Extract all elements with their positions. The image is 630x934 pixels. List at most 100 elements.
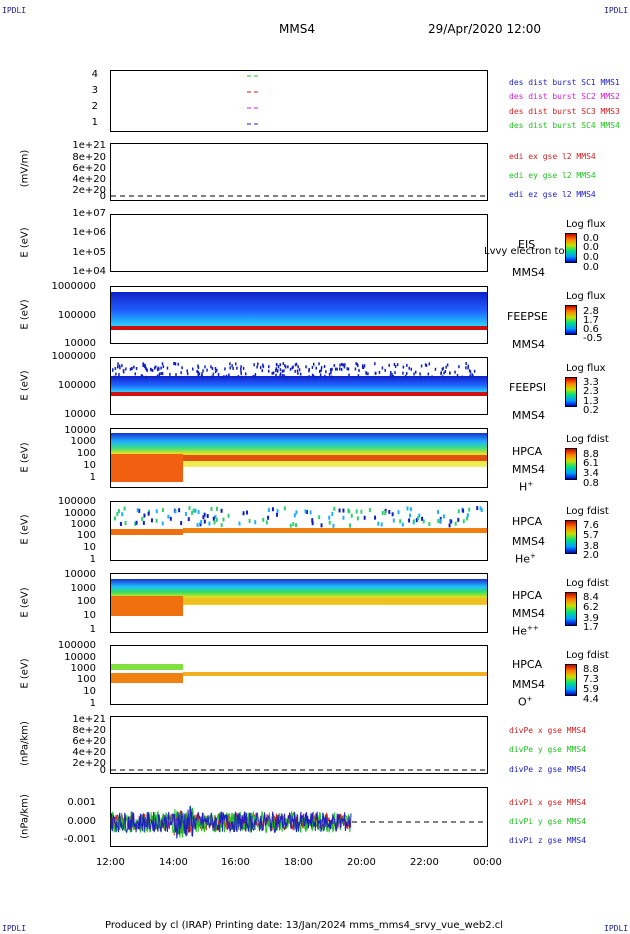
feepsi-mark (340, 368, 343, 372)
feepsi-mark (129, 367, 132, 371)
y-tick: 100 (76, 448, 96, 459)
feepsi-mark (119, 366, 121, 370)
hpca-he-mark (309, 510, 312, 515)
colorbar (565, 305, 577, 335)
hpca-he-mark (262, 517, 265, 522)
feepsi-mark (419, 372, 421, 376)
page-title: MMS4 (279, 22, 315, 36)
hpca-he-mark (350, 513, 353, 518)
feepsi-mark (268, 365, 270, 369)
feepsi-mark (471, 373, 473, 377)
feepsi-mark (201, 375, 203, 379)
hpca-he-mark (214, 514, 217, 519)
legend-item: divPe y gse MMS4 (509, 745, 587, 754)
hpca-he-mark (356, 516, 359, 521)
hpca-he-mark (295, 510, 298, 515)
feepsi-mark (117, 365, 119, 369)
hpca-he-mark (384, 510, 387, 515)
feepsi-mark (427, 372, 430, 376)
y-tick: 100000 (57, 496, 96, 507)
feepsi-mark (420, 375, 422, 379)
feepsi-mark (312, 374, 315, 378)
feepsi-mark (201, 372, 203, 376)
y-tick: 0.001 (67, 797, 96, 808)
feepsi-mark (440, 371, 442, 375)
colorbar-title: Log flux (566, 363, 606, 374)
corner-label-bottom-right: IPDLI (604, 924, 629, 933)
feepsi-mark (308, 369, 310, 373)
instrument-label: HPCA (512, 515, 543, 528)
feepsi-mark (336, 367, 338, 371)
feepsi-mark (282, 362, 285, 366)
y-tick: 0 (99, 765, 106, 776)
feepsi-mark (357, 364, 359, 368)
hpca-he-mark (199, 522, 202, 527)
colorbar-value: 0.6 (583, 324, 599, 335)
colorbar-value: 2.0 (583, 550, 599, 561)
feepsi-mark (236, 366, 238, 370)
feepsi-mark (384, 368, 386, 372)
feepsi-mark (197, 373, 199, 377)
colorbar-value: 1.7 (583, 622, 599, 633)
hpca-he-mark (331, 511, 334, 516)
y-tick: 100 (76, 674, 96, 685)
y-tick: 2 (91, 101, 98, 112)
feepsi-mark (311, 373, 314, 377)
feepsi-mark (365, 371, 368, 375)
y-tick: 4 (91, 69, 98, 80)
hpca-hepp-early-region (111, 596, 183, 616)
feepsi-mark (197, 366, 200, 370)
hpca-he-mark (178, 508, 181, 513)
y-tick: 100000 (57, 380, 96, 391)
feepsi-mark (166, 366, 169, 370)
feepsi-mark (262, 363, 264, 367)
feepsi-mark (267, 369, 270, 373)
feepsi-mark (469, 370, 472, 374)
hpca-he-mark (457, 509, 460, 514)
feepsi-mark (334, 367, 337, 371)
hpca-he-mark (450, 519, 453, 524)
y-tick: 0 (99, 191, 106, 202)
y-tick: 1000 (70, 436, 96, 447)
hpca-he-mark (283, 506, 286, 511)
feepsi-mark (472, 374, 474, 378)
feepsi-mark (117, 362, 119, 366)
feepsi-mark (212, 372, 215, 376)
feepsi-mark (142, 364, 144, 368)
feepsi-mark (363, 364, 366, 368)
hpca-he-mark (267, 508, 270, 513)
hpca-he-mark (271, 507, 274, 512)
colorbar-value: 0.0 (583, 233, 599, 244)
hpca-he-mark (202, 515, 205, 520)
hpca-he-mark (384, 508, 387, 513)
y-tick: 100000 (57, 640, 96, 651)
hpca-he-mark (363, 515, 366, 520)
hpca-he-mark (167, 514, 170, 519)
colorbar-value: 1.3 (583, 396, 599, 407)
feepsi-mark (449, 371, 451, 375)
hpca-he-mark (212, 516, 215, 521)
hpca-h-band (183, 455, 487, 461)
feepsi-mark (231, 364, 233, 368)
colorbar-value: 3.4 (583, 468, 599, 479)
y-tick: 10000 (64, 425, 96, 436)
hpca-he-mark (397, 510, 400, 515)
feepsi-mark (275, 373, 277, 377)
instrument-label: FEEPSE (507, 310, 548, 323)
feepsi-mark (330, 368, 333, 372)
feepsi-mark (319, 373, 322, 377)
feepsi-mark (378, 370, 381, 374)
feepsi-mark (215, 368, 218, 372)
hpca-he-mark (254, 520, 257, 525)
y-tick: 4e+20 (72, 174, 106, 185)
hpca-he-mark (305, 510, 308, 515)
hpca-he-mark (147, 511, 150, 516)
hpca-he-mark (311, 518, 314, 523)
feepsi-mark (186, 369, 188, 373)
hpca-he-mark (409, 513, 412, 518)
hpca-he-mark (222, 517, 225, 522)
feepsi-mark (214, 366, 217, 370)
colorbar-value: 8.4 (583, 592, 599, 603)
feepsi-mark (428, 362, 431, 366)
feepsi-mark (320, 368, 322, 372)
